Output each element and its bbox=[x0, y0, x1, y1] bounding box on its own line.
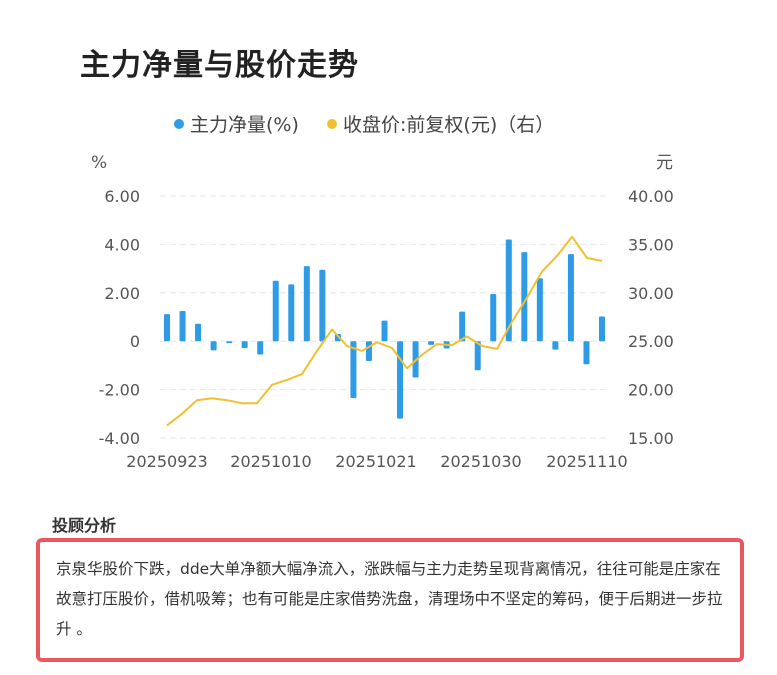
x-tick-label: 20251110 bbox=[546, 452, 627, 471]
y-left-tick-label: 0 bbox=[130, 332, 140, 351]
bar bbox=[257, 341, 264, 355]
x-tick-label: 20251010 bbox=[230, 452, 311, 471]
y-left-tick-label: -4.00 bbox=[99, 429, 140, 448]
bar bbox=[288, 284, 295, 342]
legend-label-line: 收盘价:前复权(元)（右） bbox=[343, 114, 554, 136]
chart-title: 主力净量与股价走势 bbox=[80, 48, 359, 83]
bar bbox=[319, 269, 326, 342]
bar bbox=[583, 341, 590, 365]
bar bbox=[272, 280, 279, 342]
legend-label-bar: 主力净量(%) bbox=[190, 114, 299, 136]
right-axis-unit: 元 bbox=[656, 153, 673, 173]
bar bbox=[164, 314, 170, 342]
legend-marker-line bbox=[327, 119, 337, 129]
bar bbox=[195, 323, 202, 342]
y-right-tick-label: 20.00 bbox=[628, 381, 674, 400]
bar bbox=[521, 252, 528, 342]
bar bbox=[397, 341, 404, 419]
y-right-tick-label: 40.00 bbox=[628, 187, 674, 206]
x-tick-label: 20251021 bbox=[335, 452, 416, 471]
x-tick-label: 20251030 bbox=[440, 452, 521, 471]
y-right-tick-label: 35.00 bbox=[628, 235, 674, 254]
bar bbox=[226, 341, 233, 344]
analysis-text: 京泉华股价下跌，dde大单净额大幅净流入，涨跌幅与主力走势呈现背离情况，往往可能… bbox=[56, 560, 723, 638]
bar bbox=[365, 341, 372, 362]
y-right-tick-label: 15.00 bbox=[628, 429, 674, 448]
y-right-tick-label: 30.00 bbox=[628, 284, 674, 303]
bar bbox=[505, 239, 512, 342]
x-tick-label: 20250923 bbox=[126, 452, 207, 471]
y-left-tick-label: 6.00 bbox=[104, 187, 140, 206]
bar bbox=[381, 320, 388, 342]
analysis-box: 京泉华股价下跌，dde大单净额大幅净流入，涨跌幅与主力走势呈现背离情况，往往可能… bbox=[36, 538, 744, 662]
y-left-tick-label: -2.00 bbox=[99, 381, 140, 400]
bar bbox=[490, 294, 497, 342]
bar bbox=[241, 341, 248, 348]
bar bbox=[428, 341, 435, 345]
left-axis-unit: % bbox=[91, 153, 107, 173]
bar bbox=[599, 316, 605, 342]
bar bbox=[459, 311, 466, 342]
bar bbox=[552, 341, 559, 350]
bar bbox=[474, 341, 481, 371]
bar bbox=[567, 254, 574, 342]
bar bbox=[536, 278, 543, 342]
bar bbox=[350, 341, 357, 399]
section-title: 投顾分析 bbox=[52, 516, 117, 535]
y-left-tick-label: 4.00 bbox=[104, 235, 140, 254]
y-left-tick-label: 2.00 bbox=[104, 284, 140, 303]
price-line bbox=[166, 235, 603, 427]
chart: 主力净量(%) 收盘价:前复权(元)（右）% 元 6.00 4.00 2.00 0 -2.00… bbox=[91, 114, 674, 471]
bar bbox=[303, 266, 310, 342]
y-right-tick-label: 25.00 bbox=[628, 332, 674, 351]
bar bbox=[210, 341, 217, 351]
bar bbox=[179, 310, 186, 342]
legend-marker-bar bbox=[174, 119, 184, 129]
